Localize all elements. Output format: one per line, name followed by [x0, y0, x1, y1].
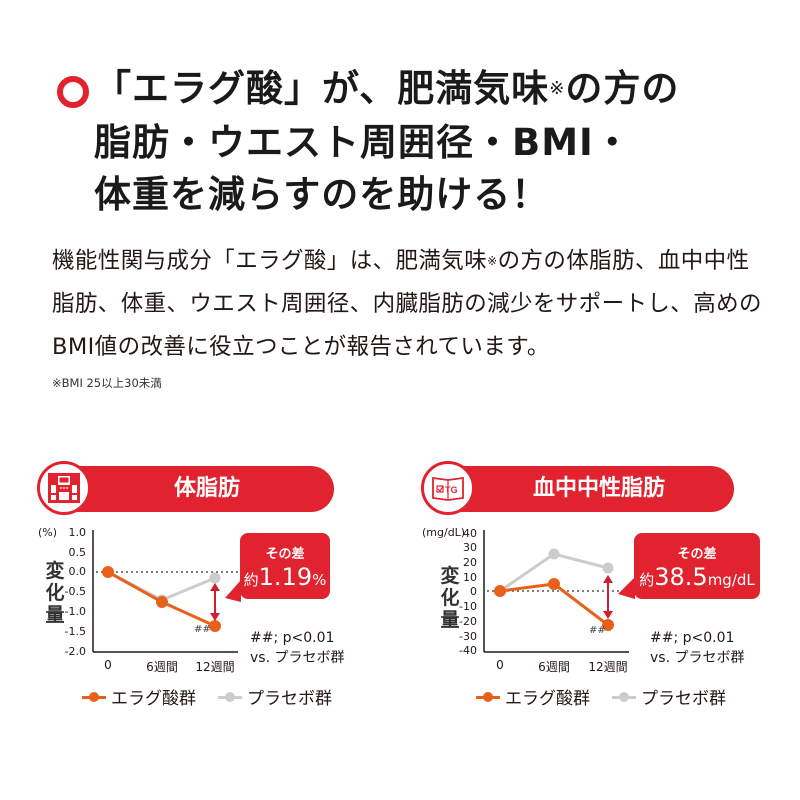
y-tick: -1.5 — [64, 625, 86, 638]
description-paragraph: 機能性関与成分「エラグ酸」は、肥満気味※の方の体脂肪、血中中性 脂肪、体重、ウエ… — [52, 240, 772, 369]
triglyceride-banner: 血中中性脂肪 — [444, 466, 734, 512]
ellagic-legend-swatch-icon — [476, 691, 500, 703]
legend-placebo: プラセボ群 — [247, 689, 332, 709]
body-fat-title: 体脂肪 — [173, 476, 240, 501]
y-tick: -2.0 — [64, 645, 86, 658]
body-fat-unit: (%) — [38, 526, 58, 539]
legend-placebo: プラセボ群 — [641, 689, 726, 709]
body-fat-banner: 体脂肪 — [60, 466, 334, 512]
headline-line-3: 体重を減らすのを助ける！ — [94, 173, 550, 216]
body-fat-difference-callout: その差 約1.19% — [240, 533, 330, 599]
y-tick: -10 — [459, 600, 477, 613]
body-composition-scale-icon — [37, 461, 91, 515]
placebo-legend-swatch-icon — [218, 691, 242, 703]
p-value-note: ##; p<0.01 vs. プラセボ群 — [650, 630, 745, 666]
x-tick: 12週間 — [588, 660, 628, 674]
legend-ellagic: エラグ酸群 — [111, 689, 196, 709]
y-tick: 0.5 — [68, 546, 87, 559]
description-line-1: 機能性関与成分「エラグ酸」は、肥満気味※の方の体脂肪、血中中性 — [52, 248, 750, 274]
callout-pointer — [618, 577, 635, 599]
y-tick: 0.0 — [68, 565, 87, 578]
y-tick: -1.0 — [64, 605, 86, 618]
y-tick: -30 — [459, 630, 477, 643]
y-tick: -0.5 — [64, 585, 86, 598]
triglyceride-legend: エラグ酸群 プラセボ群 — [476, 684, 726, 709]
y-tick: 10 — [463, 571, 477, 584]
triglyceride-difference-callout: その差 約38.5mg/dL — [634, 533, 760, 599]
x-tick: 6週間 — [538, 660, 570, 674]
red-circle-bullet-icon — [57, 76, 89, 108]
x-tick: 12週間 — [195, 660, 235, 674]
callout-pointer — [225, 580, 241, 602]
y-tick: 40 — [463, 527, 477, 540]
description-line-2: 脂肪、体重、ウエスト周囲径、内臓脂肪の減少をサポートし、高めの — [52, 291, 762, 317]
footnote: ※BMI 25以上30未満 — [52, 376, 162, 390]
significance-mark: ## — [589, 625, 606, 636]
body-fat-line-chart — [92, 530, 238, 653]
svg-text:TG: TG — [445, 485, 458, 495]
ellagic-legend-swatch-icon — [82, 691, 106, 703]
tg-book-icon: TG — [421, 461, 475, 515]
description-line-3: BMI値の改善に役立つことが報告されています。 — [52, 334, 550, 360]
significance-mark: ## — [194, 624, 211, 635]
y-tick: -40 — [459, 644, 477, 657]
triglyceride-line-chart — [483, 530, 629, 653]
y-tick: 30 — [463, 541, 477, 554]
y-tick: -20 — [459, 615, 477, 628]
x-tick: 6週間 — [146, 660, 178, 674]
placebo-legend-swatch-icon — [612, 691, 636, 703]
legend-ellagic: エラグ酸群 — [505, 689, 590, 709]
y-tick: 20 — [463, 556, 477, 569]
triglyceride-unit: (mg/dL) — [422, 526, 466, 539]
y-tick: 1.0 — [68, 526, 87, 539]
body-fat-legend: エラグ酸群 プラセボ群 — [82, 684, 332, 709]
y-tick: 0 — [470, 585, 477, 598]
p-value-note: ##; p<0.01 vs. プラセボ群 — [250, 630, 345, 666]
headline-line-1: 「エラグ酸」が、肥満気味※の方の — [94, 67, 680, 110]
headline-line-2: 脂肪・ウエスト周囲径・BMI・ — [94, 121, 632, 164]
x-tick: 0 — [104, 658, 112, 672]
body-fat-ylabel: 変化量 — [45, 560, 65, 626]
triglyceride-title: 血中中性脂肪 — [532, 476, 665, 501]
x-tick: 0 — [496, 658, 504, 672]
triglyceride-ylabel: 変化量 — [440, 565, 460, 631]
